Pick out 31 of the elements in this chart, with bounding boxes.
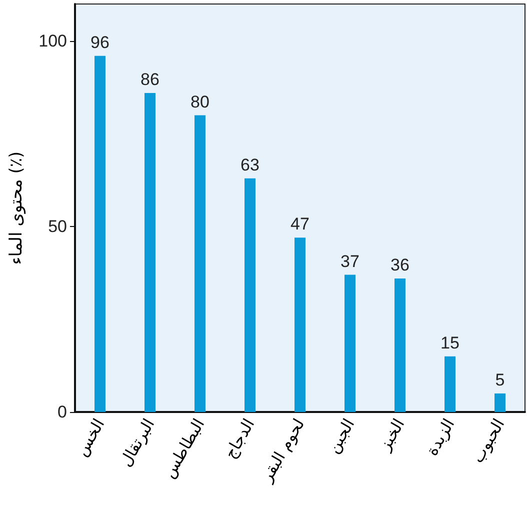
bar (294, 238, 306, 412)
data-label: 63 (240, 155, 260, 174)
data-label: 5 (495, 370, 505, 390)
bar (444, 356, 456, 412)
x-tick-label: الدجاج (220, 415, 258, 462)
bar (344, 274, 356, 412)
bar (494, 393, 506, 412)
y-axis-title: محتوى الماء (٪) (6, 151, 26, 265)
x-tick-label: البرتقال (116, 415, 158, 470)
data-label: 47 (290, 214, 310, 234)
data-label: 80 (190, 92, 210, 112)
y-tick-label: 50 (48, 217, 67, 236)
data-label: 36 (390, 255, 410, 274)
bar (194, 115, 206, 412)
data-label: 15 (440, 333, 460, 352)
bar (144, 93, 156, 412)
x-tick-label: الجبن (323, 415, 358, 456)
x-tick-label: لحوم البقر (256, 415, 308, 486)
x-tick-label: الخس (72, 415, 108, 460)
data-label: 86 (140, 70, 160, 90)
x-tick-label: الخبز (374, 415, 408, 454)
bar (394, 278, 406, 412)
x-tick-label: الحبوب (468, 415, 508, 466)
bar (94, 56, 106, 412)
x-tick-label: الزبدة (422, 415, 458, 459)
x-tick-label: البطاطس (159, 415, 208, 482)
data-label: 96 (90, 32, 110, 52)
bar (244, 178, 256, 412)
y-tick-label: 100 (38, 32, 67, 51)
y-tick-label: 0 (58, 402, 67, 422)
data-label: 37 (340, 252, 360, 271)
